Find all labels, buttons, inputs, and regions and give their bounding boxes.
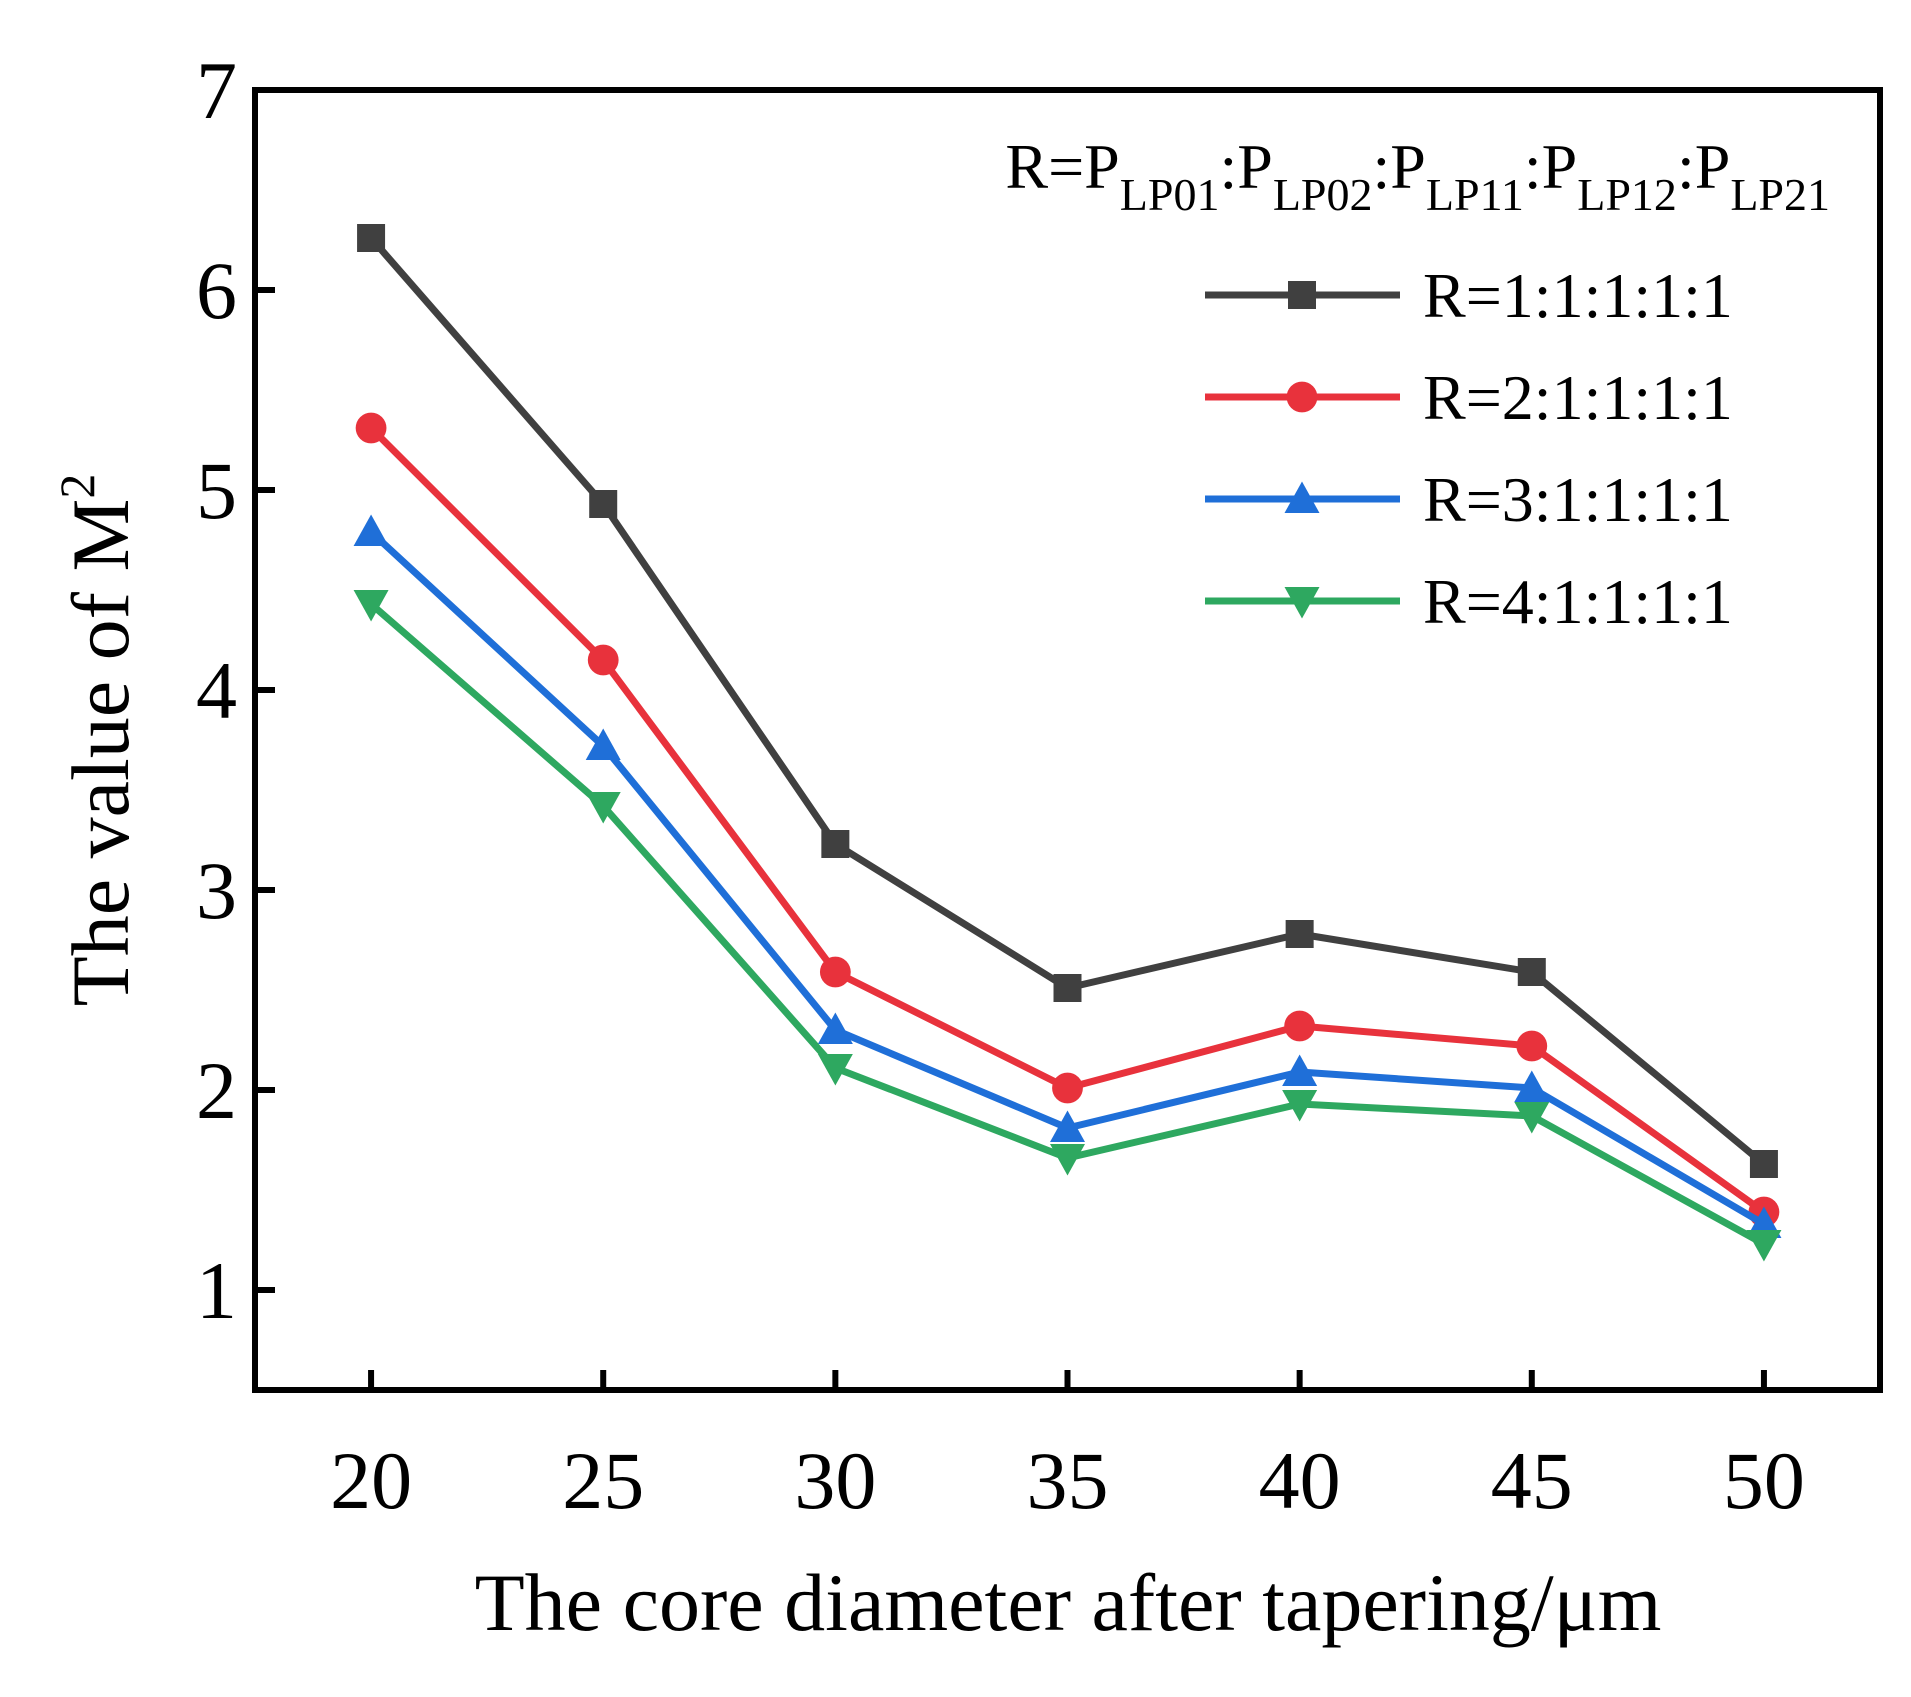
y-tick-label-4: 4 bbox=[196, 645, 237, 736]
data-point-s1-x50 bbox=[1749, 1150, 1778, 1178]
legend-item-4: R=4:1:1:1:1 bbox=[1205, 566, 1733, 637]
legend-marker-2 bbox=[1286, 381, 1318, 413]
data-point-s2-x25 bbox=[587, 644, 619, 676]
legend-title-sub: LP02 bbox=[1273, 169, 1373, 220]
legend-title-p: P bbox=[1237, 131, 1273, 202]
x-tick-label-25: 25 bbox=[562, 1435, 644, 1526]
data-point-s1-x25 bbox=[589, 490, 618, 518]
data-point-s3-x30 bbox=[817, 1012, 853, 1044]
data-point-s3-x40 bbox=[1282, 1054, 1318, 1086]
series-4 bbox=[353, 590, 1782, 1262]
data-point-s4-x40 bbox=[1282, 1090, 1318, 1122]
legend-title: R=PLP01:PLP02:PLP11:PLP12:PLP21 bbox=[1005, 131, 1830, 220]
x-tick-label-45: 45 bbox=[1491, 1435, 1573, 1526]
legend-label-2: R=2:1:1:1:1 bbox=[1423, 362, 1733, 433]
data-point-s3-x45 bbox=[1514, 1070, 1550, 1102]
legend-label-4: R=4:1:1:1:1 bbox=[1423, 566, 1733, 637]
legend-label-1: R=1:1:1:1:1 bbox=[1423, 260, 1733, 331]
legend-title-sub: LP01 bbox=[1120, 169, 1220, 220]
data-point-s4-x20 bbox=[353, 590, 389, 622]
data-point-s2-x45 bbox=[1516, 1030, 1548, 1062]
y-tick-label-2: 2 bbox=[196, 1045, 237, 1136]
series-layer bbox=[353, 224, 1782, 1262]
x-tick-label-50: 50 bbox=[1723, 1435, 1805, 1526]
legend-title-separator: : bbox=[1677, 131, 1695, 202]
y-tick-label-5: 5 bbox=[196, 445, 237, 536]
x-tick-label-20: 20 bbox=[330, 1435, 412, 1526]
legend-title-sub: LP21 bbox=[1730, 169, 1830, 220]
data-point-s2-x35 bbox=[1052, 1072, 1083, 1104]
series-2 bbox=[355, 412, 1780, 1228]
legend-title-separator: : bbox=[1219, 131, 1237, 202]
data-point-s2-x40 bbox=[1284, 1010, 1316, 1042]
data-point-s2-x30 bbox=[819, 956, 851, 988]
data-point-s3-x25 bbox=[585, 728, 621, 760]
legend-title-sub: LP12 bbox=[1577, 169, 1677, 220]
legend: R=PLP01:PLP02:PLP11:PLP12:PLP21R=1:1:1:1… bbox=[1005, 131, 1830, 637]
legend-title-p: P bbox=[1390, 131, 1426, 202]
series-3 bbox=[353, 514, 1782, 1238]
legend-item-2: R=2:1:1:1:1 bbox=[1205, 362, 1733, 433]
data-point-s4-x45 bbox=[1514, 1102, 1550, 1134]
legend-marker-1 bbox=[1288, 281, 1316, 309]
legend-marker-3 bbox=[1284, 481, 1320, 513]
data-point-s3-x20 bbox=[353, 514, 389, 546]
x-tick-label-35: 35 bbox=[1027, 1435, 1109, 1526]
legend-label-3: R=3:1:1:1:1 bbox=[1423, 464, 1733, 535]
x-tick-label-30: 30 bbox=[794, 1435, 876, 1526]
legend-title-p: P bbox=[1695, 131, 1731, 202]
series-1 bbox=[357, 224, 1778, 1178]
legend-title-separator: : bbox=[1373, 131, 1391, 202]
x-tick-label-40: 40 bbox=[1259, 1435, 1341, 1526]
data-point-s1-x20 bbox=[357, 224, 386, 252]
legend-title-separator: : bbox=[1524, 131, 1542, 202]
data-point-s1-x30 bbox=[821, 830, 850, 858]
legend-marker-4 bbox=[1284, 587, 1320, 619]
legend-title-prefix: R= bbox=[1005, 131, 1084, 202]
data-point-s4-x25 bbox=[585, 792, 621, 824]
data-point-s1-x35 bbox=[1053, 974, 1082, 1002]
legend-item-3: R=3:1:1:1:1 bbox=[1205, 464, 1733, 535]
data-point-s4-x30 bbox=[817, 1054, 853, 1086]
data-point-s1-x45 bbox=[1517, 958, 1546, 986]
data-point-s4-x50 bbox=[1746, 1230, 1782, 1262]
data-point-s1-x40 bbox=[1285, 920, 1314, 948]
data-point-s3-x35 bbox=[1050, 1110, 1085, 1142]
data-point-s4-x35 bbox=[1050, 1144, 1085, 1176]
x-axis-title: The core diameter after tapering/μm bbox=[475, 1557, 1662, 1648]
y-axis-title: The value of M2 bbox=[49, 474, 146, 1007]
y-axis-title-base: The value of M bbox=[55, 499, 146, 1007]
y-tick-label-7: 7 bbox=[196, 45, 237, 136]
y-tick-label-3: 3 bbox=[196, 845, 237, 936]
data-point-s2-x20 bbox=[355, 412, 387, 444]
y-tick-label-6: 6 bbox=[196, 245, 237, 336]
y-tick-label-1: 1 bbox=[196, 1245, 237, 1336]
y-axis-title-sup: 2 bbox=[49, 474, 105, 499]
legend-title-p: P bbox=[1084, 131, 1120, 202]
legend-title-p: P bbox=[1542, 131, 1578, 202]
legend-item-1: R=1:1:1:1:1 bbox=[1205, 260, 1733, 331]
legend-title-sub: LP11 bbox=[1426, 169, 1524, 220]
